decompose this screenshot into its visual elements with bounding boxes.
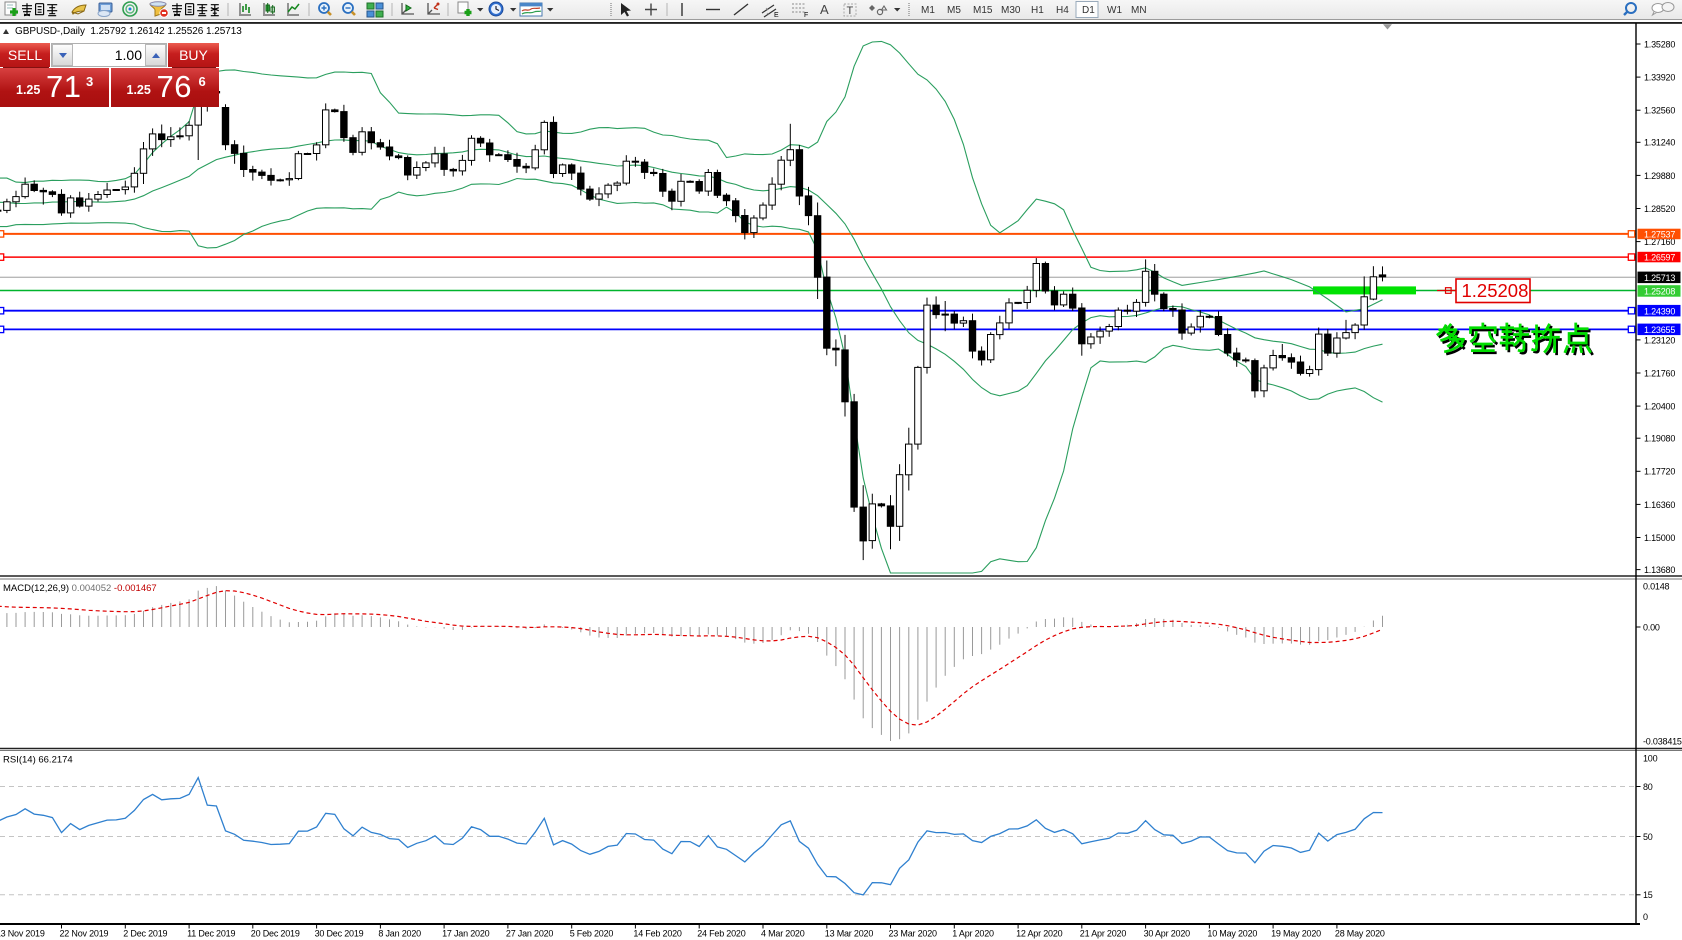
svg-text:-0.038415: -0.038415 [1643,737,1682,747]
svg-text:1.25713: 1.25713 [1644,273,1675,283]
svg-text:17 Jan 2020: 17 Jan 2020 [442,929,490,939]
svg-text:1.15000: 1.15000 [1644,533,1675,543]
svg-text:80: 80 [1643,782,1653,792]
svg-text:10 May 2020: 10 May 2020 [1207,929,1257,939]
svg-text:1.17720: 1.17720 [1644,467,1675,477]
svg-text:M1: M1 [921,5,935,16]
svg-text:22 Nov 2019: 22 Nov 2019 [60,929,109,939]
svg-text:19 May 2020: 19 May 2020 [1271,929,1321,939]
svg-text:H4: H4 [1056,5,1069,16]
svg-text:0: 0 [1643,912,1648,922]
svg-text:21 Apr 2020: 21 Apr 2020 [1080,929,1127,939]
svg-text:5 Feb 2020: 5 Feb 2020 [570,929,614,939]
svg-text:1.26597: 1.26597 [1644,253,1675,263]
svg-text:D1: D1 [1082,5,1095,16]
svg-text:1.33920: 1.33920 [1644,73,1675,83]
svg-text:8 Jan 2020: 8 Jan 2020 [378,929,421,939]
svg-text:2 Dec 2019: 2 Dec 2019 [123,929,167,939]
svg-text:MACD(12,26,9) 0.004052 -0.0014: MACD(12,26,9) 0.004052 -0.001467 [3,583,157,594]
svg-text:1.27537: 1.27537 [1644,230,1675,240]
svg-text:1.13680: 1.13680 [1644,565,1675,575]
svg-text:1.21760: 1.21760 [1644,368,1675,378]
svg-text:24 Feb 2020: 24 Feb 2020 [697,929,746,939]
svg-text:1.31240: 1.31240 [1644,138,1675,148]
svg-text:11 Dec 2019: 11 Dec 2019 [187,929,235,939]
svg-text:100: 100 [1643,754,1658,764]
svg-text:A: A [820,2,829,17]
svg-text:1.25208: 1.25208 [1644,287,1675,297]
svg-text:30 Dec 2019: 30 Dec 2019 [315,929,364,939]
svg-text:1.29880: 1.29880 [1644,171,1675,181]
svg-text:RSI(14) 66.2174: RSI(14) 66.2174 [3,755,73,766]
svg-text:F: F [804,12,808,19]
svg-text:M5: M5 [947,5,961,16]
svg-text:W1: W1 [1107,5,1122,16]
svg-text:15: 15 [1643,890,1653,900]
svg-text:1.23655: 1.23655 [1644,325,1675,335]
svg-text:27 Jan 2020: 27 Jan 2020 [506,929,554,939]
svg-text:12 Apr 2020: 12 Apr 2020 [1016,929,1063,939]
svg-text:1.19080: 1.19080 [1644,434,1675,444]
svg-text:1.32560: 1.32560 [1644,106,1675,116]
svg-text:1.27160: 1.27160 [1644,237,1675,247]
svg-text:13 Mar 2020: 13 Mar 2020 [825,929,874,939]
svg-text:1.35280: 1.35280 [1644,39,1675,49]
svg-text:M15: M15 [973,5,993,16]
svg-text:28 May 2020: 28 May 2020 [1335,929,1385,939]
svg-text:14 Feb 2020: 14 Feb 2020 [633,929,682,939]
svg-text:30 Apr 2020: 30 Apr 2020 [1144,929,1191,939]
svg-text:1.24390: 1.24390 [1644,306,1675,316]
svg-text:M30: M30 [1001,5,1021,16]
svg-text:50: 50 [1643,832,1653,842]
svg-text:23 Mar 2020: 23 Mar 2020 [889,929,938,939]
svg-text:E: E [774,12,779,19]
svg-text:1.25208: 1.25208 [1462,280,1529,301]
svg-text:1.16360: 1.16360 [1644,500,1675,510]
svg-text:0.0148: 0.0148 [1643,582,1670,592]
svg-text:20 Dec 2019: 20 Dec 2019 [251,929,300,939]
svg-text:13 Nov 2019: 13 Nov 2019 [0,929,45,939]
svg-text:1.28520: 1.28520 [1644,204,1675,214]
svg-text:1.23120: 1.23120 [1644,335,1675,345]
svg-text:4 Mar 2020: 4 Mar 2020 [761,929,805,939]
svg-text:0.00: 0.00 [1643,622,1660,632]
svg-text:1 Apr 2020: 1 Apr 2020 [952,929,994,939]
svg-text:T: T [847,5,854,17]
svg-text:H1: H1 [1031,5,1044,16]
svg-text:1.20400: 1.20400 [1644,402,1675,412]
svg-text:MN: MN [1131,5,1147,16]
